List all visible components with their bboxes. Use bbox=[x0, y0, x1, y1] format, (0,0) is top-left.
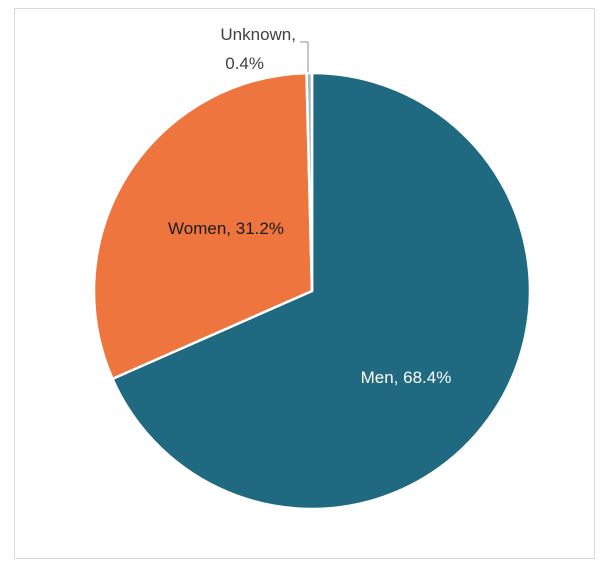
label-unknown-line1: Unknown, bbox=[220, 25, 296, 44]
slice-men bbox=[111, 71, 532, 511]
slice-women bbox=[92, 71, 314, 381]
chart-area bbox=[14, 8, 595, 559]
slice-unknown bbox=[305, 71, 314, 293]
pie-slices bbox=[92, 71, 532, 511]
label-women: Women, 31.2% bbox=[168, 219, 284, 238]
label-unknown-line2: 0.4% bbox=[225, 54, 264, 73]
label-men: Men, 68.4% bbox=[361, 368, 452, 387]
